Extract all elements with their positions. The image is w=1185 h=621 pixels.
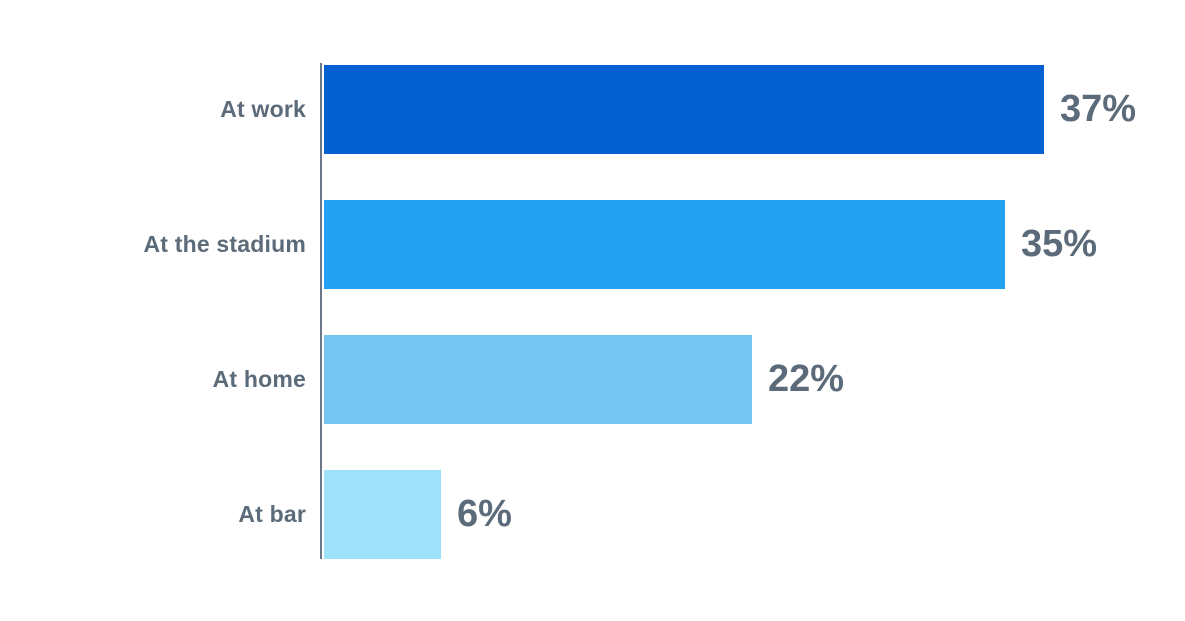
bar <box>324 470 441 559</box>
value-label: 35% <box>1021 223 1098 265</box>
value-label: 22% <box>768 358 845 400</box>
category-label: At work <box>220 96 306 122</box>
chart-row: At the stadium 35% <box>0 200 1185 289</box>
y-axis-line <box>320 63 322 559</box>
value-label: 6% <box>457 493 512 535</box>
category-label: At bar <box>238 501 306 527</box>
bar <box>324 65 1044 154</box>
value-label: 37% <box>1060 88 1137 130</box>
chart-row: At home 22% <box>0 335 1185 424</box>
chart-row: At work 37% <box>0 65 1185 154</box>
bar <box>324 200 1005 289</box>
bar <box>324 335 752 424</box>
chart-row: At bar 6% <box>0 470 1185 559</box>
category-label: At the stadium <box>143 231 306 257</box>
category-label: At home <box>212 366 306 392</box>
chart-rows: At work 37% At the stadium 35% At home 22% At … <box>0 65 1185 559</box>
